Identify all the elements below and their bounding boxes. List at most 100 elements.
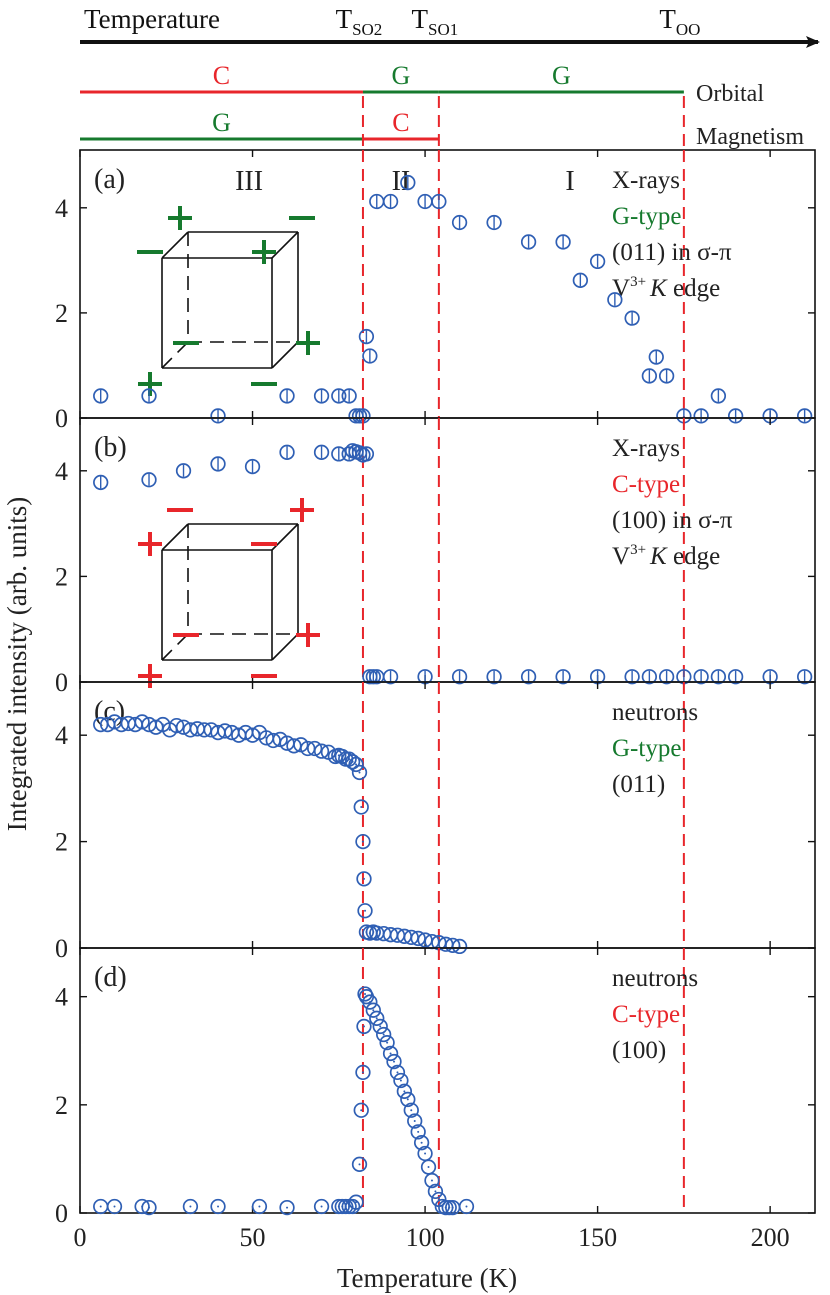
data-point [362,348,378,364]
data-point [217,723,233,739]
data-point-dot [362,877,365,880]
panel-b: 0 2 4 (b) X-rays C-type (100) in σ-π V3+ K edge [55,417,816,697]
data-point [244,458,261,475]
data-point [93,388,109,404]
data-point [365,1002,381,1018]
data-point [382,1045,399,1062]
x-tick-label: 150 [578,1223,617,1252]
y-tick-label: 2 [55,1091,68,1120]
data-point-dot [451,1206,454,1209]
annotation-sup: 3+ [630,274,646,290]
data-point-dot [320,1205,323,1208]
y-tick-label: 4 [55,721,68,750]
cube-diagram [137,206,320,396]
data-point [141,1199,157,1216]
cube-edge [271,341,299,369]
data-point-dot [372,1009,375,1012]
cube-edge [161,523,189,551]
data-point-dot [382,1033,385,1036]
data-point [424,1172,440,1189]
data-point [486,214,502,231]
data-point [648,349,664,365]
data-point [641,368,658,384]
data-point [400,1091,416,1108]
data-point [210,408,226,424]
data-point [306,740,323,757]
data-point [93,474,109,491]
data-point [572,272,589,288]
bar-segment-label: C [213,61,230,90]
data-point [344,1198,361,1215]
data-point [356,1018,372,1035]
data-series [93,714,468,955]
data-point [727,408,744,424]
data-point [141,472,157,488]
data-point-dot [99,1205,102,1208]
data-point [403,1102,419,1118]
data-point [357,903,373,919]
annotation-part: V [612,543,630,570]
data-point [279,1199,295,1216]
data-point [589,253,606,270]
cube-hidden-edge [161,341,189,369]
data-point [251,1198,268,1215]
data-point [624,310,640,326]
data-point-dot [360,806,363,809]
y-tick-label: 4 [55,194,68,223]
data-point-dot [399,1079,402,1082]
data-point-dot [189,1205,192,1208]
data-point [369,1010,385,1026]
y-tick-label: 4 [55,457,68,486]
data-point-dot [448,1206,451,1209]
annotation-part: edge [667,275,720,302]
panel-annotation: G-type [612,203,681,230]
data-point-dot [355,1201,358,1204]
data-point [520,234,537,250]
data-point [168,717,185,734]
panel-c: 0 2 4 (c) neutrons G-type (011) [55,681,816,963]
panel-label: (b) [94,432,127,463]
data-point-dot [406,1098,409,1101]
transition-labels: TSO2 TSO1 TOO [336,4,701,39]
data-point [386,1053,402,1070]
data-point-dot [161,723,164,726]
data-point-dot [148,1206,151,1209]
data-point-dot [427,1166,430,1169]
data-point [710,669,727,685]
cube-edge [271,231,299,259]
data-point-dot [420,1141,423,1144]
panel-annotation: V3+ K edge [612,542,720,570]
data-point-dot [396,1071,399,1074]
x-tick-label: 0 [74,1223,87,1252]
data-point [358,446,375,462]
panel-label: (d) [94,962,127,993]
data-point [555,669,571,685]
data-point [658,368,675,384]
transition-label: TSO1 [412,4,459,39]
annotation-italic: K [649,275,668,302]
x-axis-label: Temperature (K) [337,1263,517,1293]
data-point [431,193,447,210]
data-series [93,174,813,424]
data-point-dot [355,763,358,766]
data-point-dot [375,1017,378,1020]
transition-sub: SO2 [352,20,382,39]
x-tick-label: 50 [240,1223,266,1252]
data-point [313,743,330,759]
panel-annotation: (100) [612,1037,666,1064]
panel-annotation: C-type [612,471,680,498]
data-point [641,669,658,685]
data-point [382,669,399,685]
data-point [555,234,571,250]
y-tick-label: 0 [55,668,68,697]
data-point-dot [358,1163,361,1166]
data-point [451,214,468,231]
data-point [331,446,347,462]
panel-annotation: neutrons [612,699,698,726]
data-point [344,754,361,770]
data-point [134,714,150,730]
y-tick-label: 2 [55,562,68,591]
panel-annotation: X-rays [612,167,680,194]
